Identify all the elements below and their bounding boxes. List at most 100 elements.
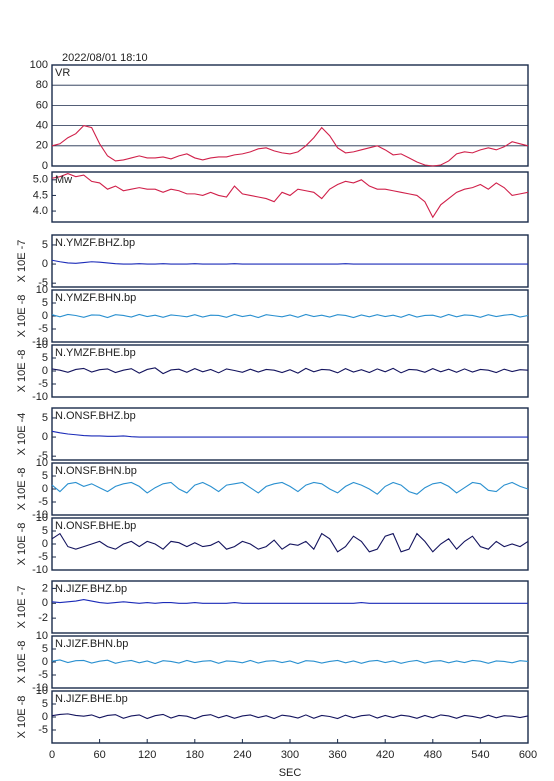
y-tick-label: 0: [42, 483, 48, 495]
panel-label: N.YMZF.BHE.bp: [55, 347, 136, 359]
chart-title: 2022/08/01 18:10: [62, 52, 148, 64]
y-axis-label: X 10E -7: [16, 586, 28, 629]
panel-label: N.JIZF.BHE.bp: [55, 693, 128, 705]
panel-frame: [51, 580, 529, 634]
y-axis-label: X 10E -8: [16, 523, 28, 566]
y-tick-label: -10: [32, 509, 48, 521]
y-tick-label: 10: [36, 630, 48, 642]
y-tick-label: -5: [38, 378, 48, 390]
y-axis-label: X 10E -8: [16, 468, 28, 511]
y-tick-label: 0: [42, 310, 48, 322]
y-tick-label: 10: [36, 685, 48, 697]
y-tick-label: 10: [36, 457, 48, 469]
x-axis-label: SEC: [279, 767, 302, 779]
panel-frame: [51, 234, 529, 288]
x-tick-label: 0: [49, 749, 55, 761]
y-tick-label: 5: [42, 470, 48, 482]
y-tick-label: 4.5: [33, 189, 48, 201]
panel-frame: [51, 517, 529, 571]
panel-frame: [51, 407, 529, 461]
panel-label: N.YMZF.BHN.bp: [55, 292, 136, 304]
y-tick-label: 5: [42, 698, 48, 710]
panel-label: VR: [55, 67, 70, 79]
y-tick-label: 5: [42, 412, 48, 424]
y-tick-label: -5: [38, 724, 48, 736]
x-tick-label: 360: [328, 749, 346, 761]
y-tick-label: 10: [36, 339, 48, 351]
trace: [51, 599, 528, 604]
x-tick-label: 120: [138, 749, 156, 761]
y-tick-label: 2: [42, 582, 48, 594]
y-tick-label: 5.0: [33, 174, 48, 186]
y-tick-label: 20: [36, 140, 48, 152]
y-tick-label: -10: [32, 391, 48, 403]
y-tick-label: 60: [36, 99, 48, 111]
x-tick-label: 540: [471, 749, 489, 761]
y-tick-label: 5: [42, 239, 48, 251]
panel-frame: [51, 635, 529, 689]
y-tick-label: 0: [42, 431, 48, 443]
y-tick-label: 80: [36, 79, 48, 91]
trace: [51, 259, 528, 265]
trace: [51, 430, 528, 438]
trace: [51, 124, 529, 167]
y-tick-label: 100: [30, 59, 48, 71]
y-tick-label: -10: [32, 336, 48, 348]
y-tick-label: 5: [42, 352, 48, 364]
trace: [51, 532, 529, 553]
x-tick-label: 240: [233, 749, 251, 761]
panel-label: Mw: [55, 174, 72, 186]
y-tick-label: 10: [36, 512, 48, 524]
y-axis-label: X 10E -4: [16, 413, 28, 456]
y-axis-label: X 10E -8: [16, 295, 28, 338]
y-tick-label: 0: [42, 365, 48, 377]
y-tick-label: 4.0: [33, 205, 48, 217]
panel-frame: [51, 64, 529, 167]
y-tick-label: 40: [36, 120, 48, 132]
y-tick-label: -5: [38, 551, 48, 563]
x-tick-label: 600: [519, 749, 537, 761]
panel-label: N.ONSF.BHE.bp: [55, 520, 136, 532]
y-tick-label: -10: [32, 564, 48, 576]
panel-label: N.ONSF.BHN.bp: [55, 465, 137, 477]
y-tick-label: -5: [38, 323, 48, 335]
trace: [51, 313, 529, 319]
trace: [51, 659, 529, 665]
y-tick-label: 0: [42, 711, 48, 723]
y-tick-label: 0: [42, 538, 48, 550]
y-tick-label: -5: [38, 450, 48, 462]
trace: [51, 172, 529, 219]
x-tick-label: 300: [281, 749, 299, 761]
y-tick-label: -5: [38, 277, 48, 289]
panel-frame: [51, 344, 529, 398]
y-tick-label: 0: [42, 258, 48, 270]
panel-label: N.JIZF.BHZ.bp: [55, 583, 127, 595]
trace: [51, 481, 529, 495]
y-tick-label: -10: [32, 682, 48, 694]
y-tick-label: -5: [38, 496, 48, 508]
y-tick-label: 0: [42, 160, 48, 172]
y-tick-label: 5: [42, 297, 48, 309]
y-tick-label: 0: [42, 656, 48, 668]
y-tick-label: -5: [38, 669, 48, 681]
panel-label: N.YMZF.BHZ.bp: [55, 237, 135, 249]
panel-label: N.JIZF.BHN.bp: [55, 638, 128, 650]
y-axis-label: X 10E -8: [16, 350, 28, 393]
x-tick-label: 480: [424, 749, 442, 761]
trace: [51, 367, 529, 375]
y-axis-label: X 10E -8: [16, 641, 28, 684]
y-axis-label: X 10E -7: [16, 240, 28, 283]
panel-label: N.ONSF.BHZ.bp: [55, 410, 136, 422]
y-tick-label: 0: [42, 597, 48, 609]
y-tick-label: 5: [42, 643, 48, 655]
x-tick-label: 420: [376, 749, 394, 761]
trace: [51, 713, 529, 720]
y-tick-label: 10: [36, 284, 48, 296]
y-tick-label: -2: [38, 612, 48, 624]
y-tick-label: 5: [42, 525, 48, 537]
x-tick-label: 180: [186, 749, 204, 761]
panel-frame: [51, 171, 529, 223]
x-tick-label: 60: [93, 749, 105, 761]
y-axis-label: X 10E -8: [16, 696, 28, 739]
